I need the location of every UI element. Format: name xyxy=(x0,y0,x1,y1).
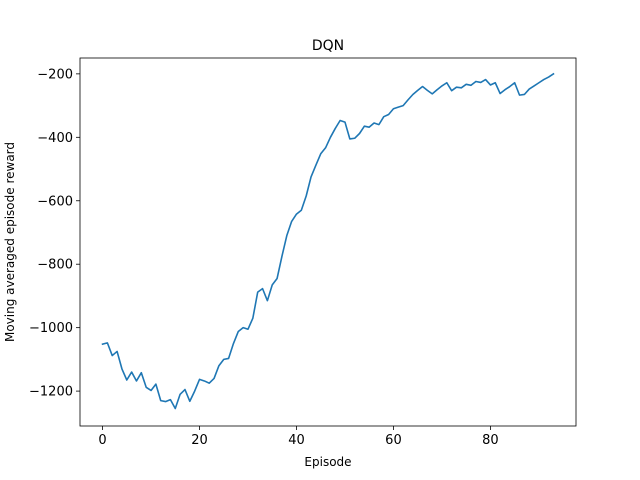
x-tick-label: 20 xyxy=(191,433,208,448)
plot-area: 0 20 40 60 80 −1200 −1000 −800 −600 −400 −200 xyxy=(29,57,577,448)
chart-title: DQN xyxy=(312,38,344,54)
y-tick-label: −200 xyxy=(37,67,73,82)
y-tick-label: −1200 xyxy=(29,385,73,400)
x-tick-label: 60 xyxy=(385,433,402,448)
axes-frame xyxy=(79,57,577,427)
y-tick-label: −800 xyxy=(37,258,73,273)
x-tick-label: 80 xyxy=(482,433,499,448)
y-tick-label: −400 xyxy=(37,131,73,146)
y-tick-label: −1000 xyxy=(29,321,73,336)
series-line xyxy=(101,72,555,410)
y-axis-label: Moving averaged episode reward xyxy=(3,142,17,342)
x-tick-label: 0 xyxy=(98,433,106,448)
y-tick-label: −600 xyxy=(37,194,73,209)
x-tick-label: 40 xyxy=(288,433,305,448)
x-axis-label: Episode xyxy=(304,455,351,469)
